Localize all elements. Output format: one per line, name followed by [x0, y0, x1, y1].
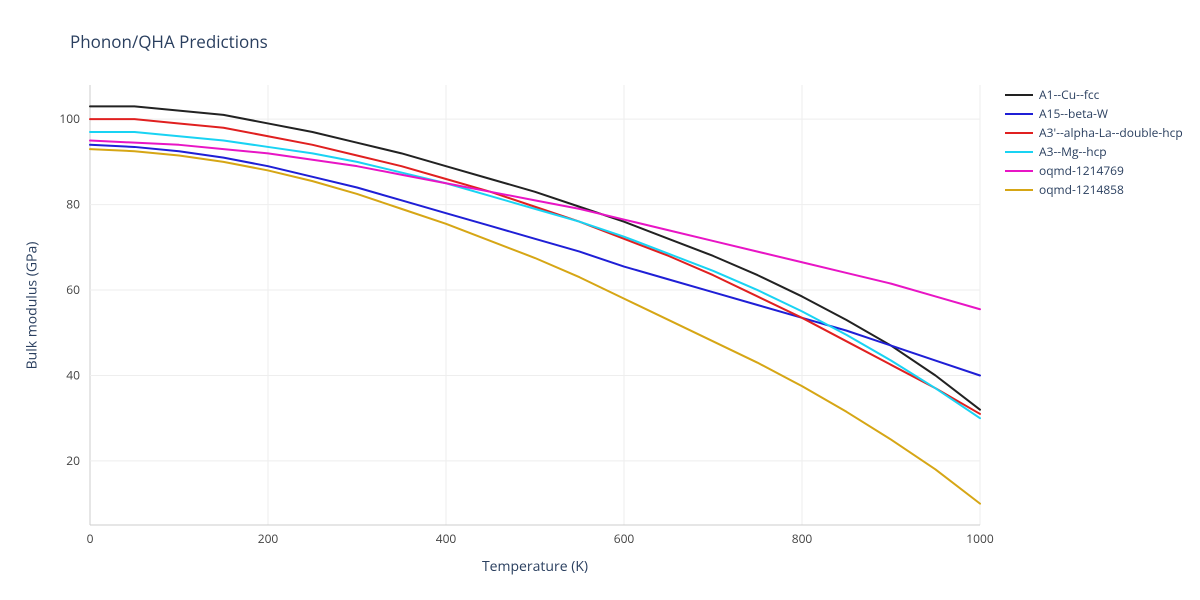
legend-label: oqmd-1214769 [1039, 162, 1124, 179]
legend-label: A15--beta-W [1039, 105, 1108, 122]
legend-item[interactable]: A3--Mg--hcp [1005, 142, 1183, 161]
series-line[interactable] [90, 149, 980, 504]
legend-label: A3--Mg--hcp [1039, 143, 1107, 160]
x-tick-label: 600 [614, 530, 635, 547]
x-tick-label: 800 [792, 530, 813, 547]
y-tick-label: 100 [59, 110, 80, 127]
chart-title: Phonon/QHA Predictions [70, 30, 268, 53]
legend: A1--Cu--fcc A15--beta-W A3'--alpha-La--dou… [1005, 85, 1183, 199]
plot-svg[interactable]: 0200400600800100020406080100 [90, 85, 980, 525]
y-tick-label: 60 [66, 281, 80, 298]
legend-swatch [1005, 113, 1033, 115]
legend-item[interactable]: A3'--alpha-La--double-hcp [1005, 123, 1183, 142]
legend-swatch [1005, 132, 1033, 134]
plot-area[interactable]: 0200400600800100020406080100 [90, 85, 980, 525]
legend-swatch [1005, 189, 1033, 191]
x-tick-label: 0 [87, 530, 94, 547]
y-axis-label-text: Bulk modulus (GPa) [23, 241, 42, 369]
legend-label: A3'--alpha-La--double-hcp [1039, 124, 1183, 141]
y-axis-label: Bulk modulus (GPa) [22, 85, 42, 525]
legend-swatch [1005, 151, 1033, 153]
legend-label: A1--Cu--fcc [1039, 86, 1099, 103]
legend-swatch [1005, 94, 1033, 96]
chart-container: Phonon/QHA Predictions 02004006008001000… [0, 0, 1200, 600]
y-tick-label: 80 [66, 196, 80, 213]
legend-swatch [1005, 170, 1033, 172]
legend-item[interactable]: oqmd-1214858 [1005, 180, 1183, 199]
series-line[interactable] [90, 141, 980, 310]
x-tick-label: 1000 [966, 530, 994, 547]
legend-item[interactable]: A1--Cu--fcc [1005, 85, 1183, 104]
x-tick-label: 200 [258, 530, 279, 547]
legend-label: oqmd-1214858 [1039, 181, 1124, 198]
legend-item[interactable]: A15--beta-W [1005, 104, 1183, 123]
y-tick-label: 20 [66, 452, 80, 469]
y-tick-label: 40 [66, 366, 80, 383]
x-axis-label: Temperature (K) [90, 557, 980, 576]
series-line[interactable] [90, 119, 980, 414]
x-tick-label: 400 [436, 530, 457, 547]
legend-item[interactable]: oqmd-1214769 [1005, 161, 1183, 180]
